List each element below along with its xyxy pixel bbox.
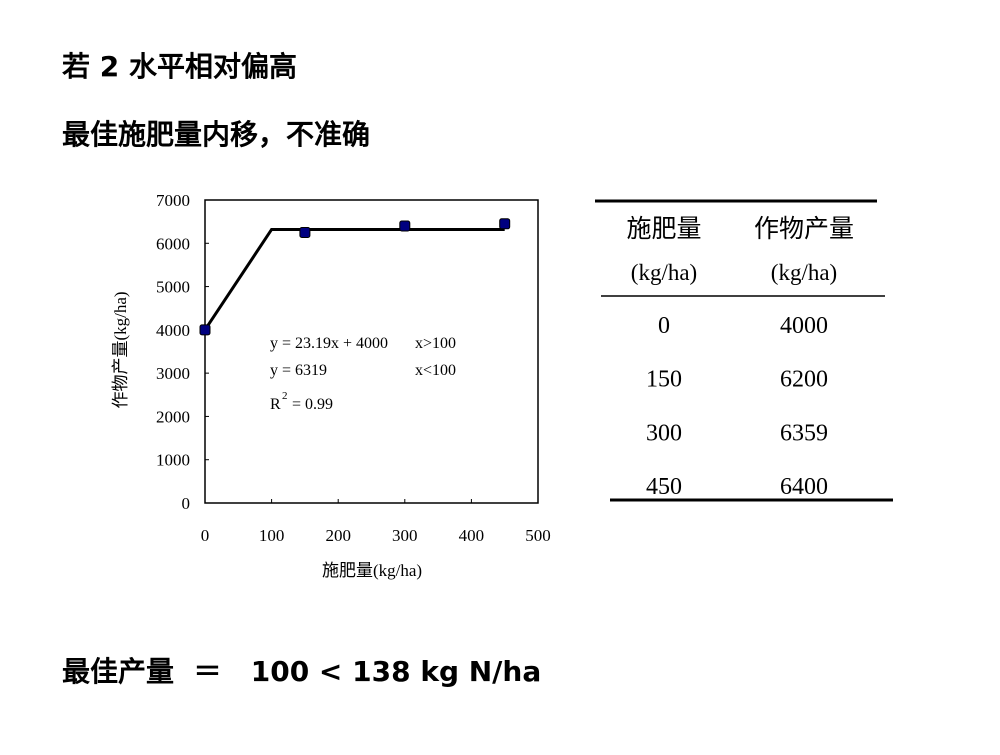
y-tick-label: 2000: [156, 407, 190, 426]
table-cell: 450: [646, 474, 682, 500]
x-tick-label: 200: [325, 526, 351, 545]
y-axis-label: 作物产量(kg/ha): [111, 291, 130, 408]
plot-frame: [204, 199, 539, 504]
slide-footer: 最佳产量 ＝ 100 < 138 kg N/ha: [62, 655, 541, 688]
fit-equation: y = 6319: [270, 362, 327, 379]
data-point: [199, 324, 211, 336]
slide-subtitle: 最佳施肥量内移，不准确: [62, 118, 370, 151]
x-tick-label: 500: [525, 526, 551, 545]
y-tick-label: 5000: [156, 278, 190, 297]
table-header: 施肥量: [626, 215, 701, 243]
fit-line: [203, 227, 505, 331]
x-tick-label: 100: [259, 526, 285, 545]
table-header-unit: (kg/ha): [631, 260, 697, 285]
table-header-unit: (kg/ha): [771, 260, 837, 285]
x-axis-label: 施肥量(kg/ha): [322, 561, 422, 580]
x-tick-label: 400: [459, 526, 485, 545]
r-squared-symbol: R: [270, 396, 281, 413]
y-tick-label: 6000: [156, 234, 190, 253]
table-cell: 150: [646, 367, 682, 393]
r-squared-power: 2: [282, 390, 288, 402]
fit-equation: y = 23.19x + 4000: [270, 335, 388, 352]
slide-title: 若 2 水平相对偏高: [62, 50, 297, 83]
y-tick-label: 0: [182, 494, 191, 513]
x-tick-label: 0: [201, 526, 210, 545]
y-tick-label: 4000: [156, 321, 190, 340]
y-tick-label: 3000: [156, 364, 190, 383]
table-cell: 6400: [780, 474, 828, 500]
fit-condition: x<100: [415, 362, 456, 379]
data-point: [499, 218, 511, 230]
data-point: [399, 220, 411, 232]
table-cell: 6359: [780, 420, 828, 446]
fit-condition: x>100: [415, 335, 456, 352]
table-cell: 6200: [780, 367, 828, 393]
r-squared-text: = 0.99: [288, 396, 333, 413]
y-tick-label: 7000: [156, 191, 190, 210]
x-tick-label: 300: [392, 526, 418, 545]
table-header: 作物产量: [754, 215, 854, 243]
table-cell: 4000: [780, 313, 828, 339]
y-tick-label: 1000: [156, 451, 190, 470]
table-cell: 300: [646, 420, 682, 446]
data-point: [299, 226, 311, 238]
table-cell: 0: [658, 313, 670, 339]
